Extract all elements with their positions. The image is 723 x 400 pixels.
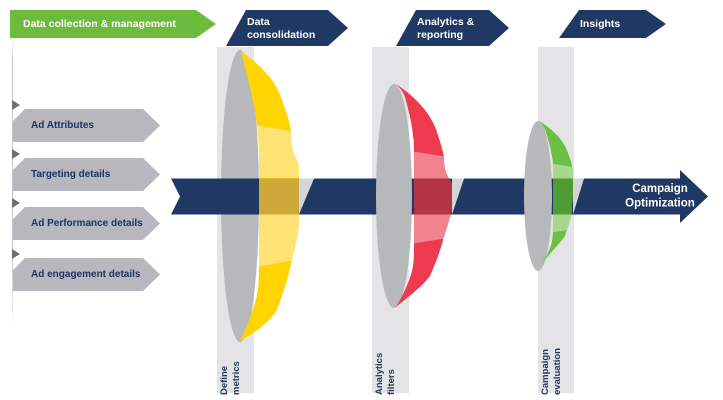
svg-text:Optimization: Optimization (625, 198, 695, 210)
svg-text:Campaign: Campaign (632, 183, 688, 195)
